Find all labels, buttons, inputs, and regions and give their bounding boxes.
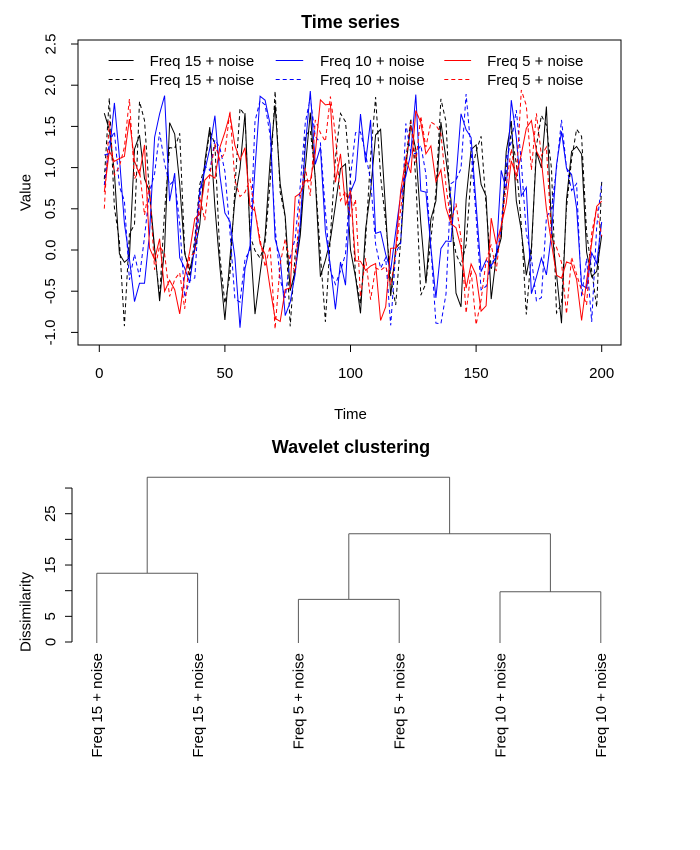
time-series-ylabel: Value (17, 174, 34, 211)
y-axis-tick-label: -1.0 (42, 319, 59, 345)
y-axis-tick-label: 0.5 (42, 198, 59, 219)
series-line-10-dashed (103, 93, 603, 326)
time-series-plot-area: 0 50 100 150 200 -1.0 -0.5 0.0 0.5 1.0 1.5 2.0 2.5 Fr… (42, 34, 622, 382)
x-axis-tick-label: 50 (217, 365, 234, 382)
series-line-15-dashed (103, 91, 603, 327)
dendrogram-plot: 0 5 15 25 Freq 15 + noise Freq 15 + noise Freq… (17, 437, 610, 758)
dissimilarity-tick-label: 5 (42, 612, 59, 620)
y-axis-tick-label: 0.0 (42, 240, 59, 261)
legend-label: Freq 5 + noise (487, 72, 583, 89)
time-series-plot: 0 50 100 150 200 -1.0 -0.5 0.0 0.5 1.0 1.5 2.0 2.5 Fr… (17, 12, 622, 423)
dendrogram-title: Wavelet clustering (272, 437, 430, 457)
y-axis-tick-label: 2.5 (42, 34, 59, 55)
dendrogram-ylabel: Dissimilarity (17, 572, 34, 652)
leaf-label: Freq 15 + noise (190, 653, 207, 758)
y-axis-tick-label: -0.5 (42, 278, 59, 304)
y-axis-tick-label: 1.0 (42, 157, 59, 178)
leaf-label: Freq 15 + noise (89, 653, 106, 758)
legend-label: Freq 10 + noise (320, 72, 425, 89)
time-series-xlabel: Time (334, 406, 367, 423)
x-axis-tick-label: 200 (589, 365, 614, 382)
dendrogram-plot-area: 0 5 15 25 Freq 15 + noise Freq 15 + noise Freq… (42, 476, 610, 758)
legend-label: Freq 5 + noise (487, 53, 583, 70)
series-line-5-solid (103, 98, 603, 323)
leaf-label: Freq 10 + noise (492, 653, 509, 758)
dissimilarity-tick-label: 25 (42, 505, 59, 522)
plot-frame (77, 39, 622, 346)
leaf-label: Freq 5 + noise (391, 653, 408, 749)
x-axis-tick-label: 150 (464, 365, 489, 382)
dissimilarity-tick-label: 15 (42, 557, 59, 574)
legend-label: Freq 15 + noise (150, 72, 255, 89)
x-axis-tick-label: 100 (338, 365, 363, 382)
leaf-label: Freq 5 + noise (291, 653, 308, 749)
leaf-label: Freq 10 + noise (593, 653, 610, 758)
y-axis-tick-label: 1.5 (42, 116, 59, 137)
dissimilarity-tick-label: 0 (42, 638, 59, 646)
time-series-title: Time series (301, 12, 400, 32)
legend-label: Freq 15 + noise (150, 53, 255, 70)
legend-label: Freq 10 + noise (320, 53, 425, 70)
y-axis-tick-label: 2.0 (42, 75, 59, 96)
x-axis-tick-label: 0 (95, 365, 103, 382)
